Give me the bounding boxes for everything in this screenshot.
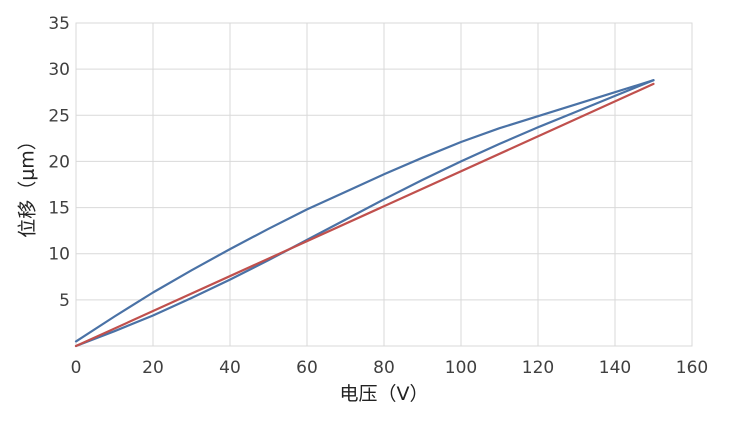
- x-tick-label: 100: [445, 358, 477, 378]
- series-line-3: [74, 82, 655, 348]
- series-line-2: [74, 79, 655, 343]
- x-axis-title: 电压（V）: [340, 383, 429, 405]
- y-tick-label: 35: [48, 14, 70, 34]
- x-tick-label: 60: [296, 358, 318, 378]
- y-tick-label: 5: [59, 291, 70, 311]
- grid: [75, 22, 693, 346]
- x-tick-label: 20: [142, 358, 164, 378]
- x-tick-label: 40: [219, 358, 241, 378]
- x-axis-ticks: 0 20 40 60 80 100 120 140 160: [71, 358, 709, 378]
- y-tick-label: 30: [48, 60, 70, 80]
- series-line-1: [74, 79, 655, 348]
- series-group: [74, 79, 655, 348]
- x-tick-label: 160: [676, 358, 708, 378]
- plot-area: [75, 22, 693, 347]
- y-axis-title: 位移（μm）: [17, 131, 39, 238]
- x-tick-label: 140: [599, 358, 631, 378]
- y-tick-label: 15: [48, 199, 70, 219]
- y-tick-label: 25: [48, 106, 70, 126]
- x-tick-label: 0: [71, 358, 82, 378]
- x-tick-label: 80: [373, 358, 395, 378]
- y-axis-ticks: 5 10 15 20 25 30 35: [48, 14, 70, 311]
- y-tick-label: 20: [48, 152, 70, 172]
- y-tick-label: 10: [48, 245, 70, 265]
- x-tick-label: 120: [522, 358, 554, 378]
